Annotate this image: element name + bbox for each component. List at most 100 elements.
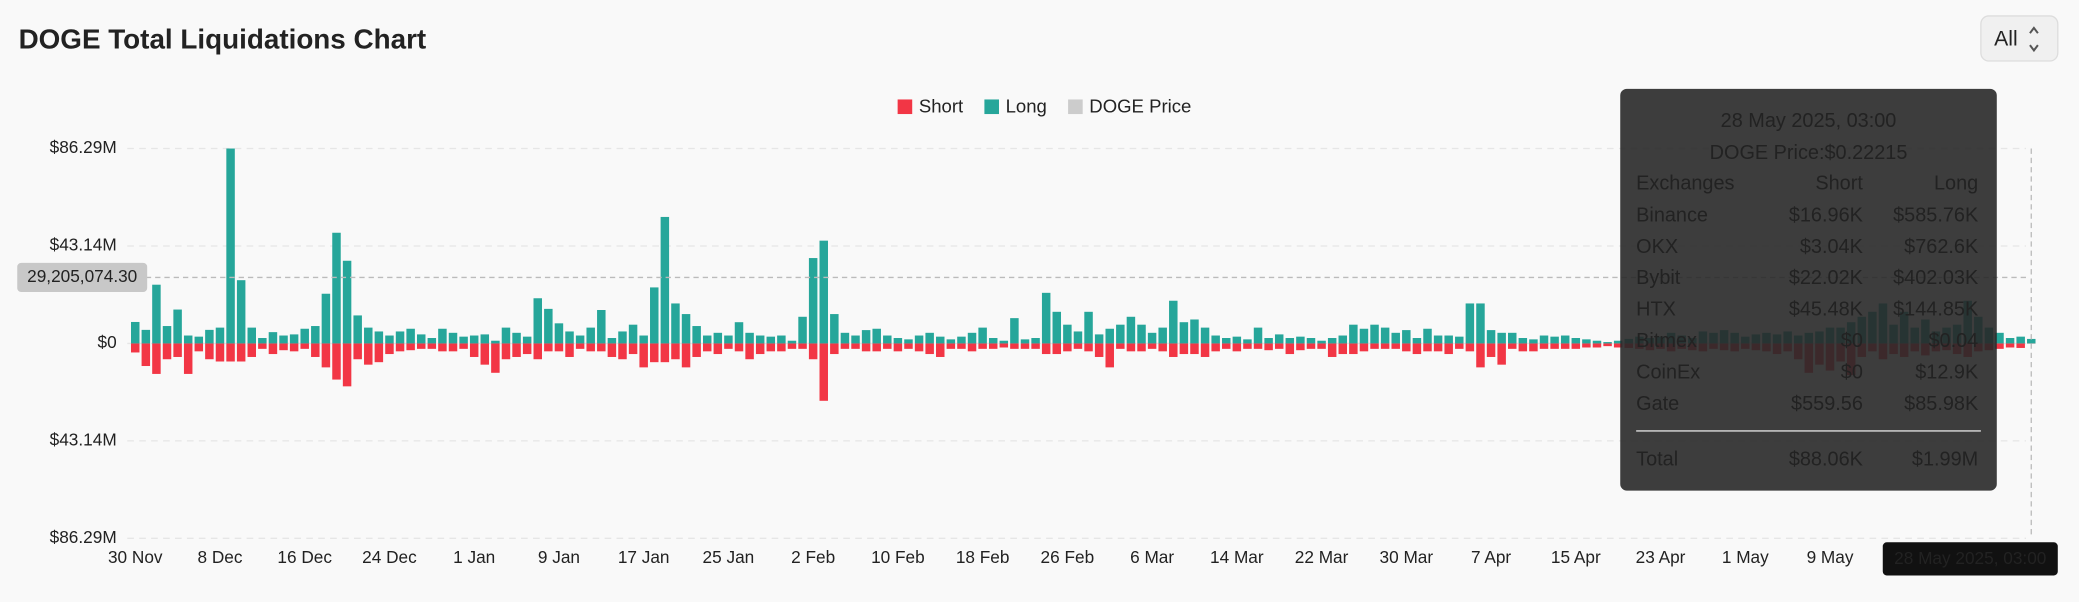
y-tick-label: $86.29M bbox=[50, 527, 117, 547]
tooltip: 28 May 2025, 03:00 DOGE Price:$0.22215 Exc… bbox=[1620, 88, 1997, 491]
bar bbox=[819, 240, 828, 344]
bar bbox=[872, 328, 881, 344]
bar bbox=[1317, 343, 1326, 349]
bar bbox=[522, 343, 532, 355]
bar bbox=[1423, 328, 1432, 344]
bar bbox=[1296, 336, 1305, 344]
x-tick-label: 8 Dec bbox=[197, 547, 242, 567]
bar bbox=[819, 343, 828, 401]
bar bbox=[1412, 338, 1422, 344]
bar bbox=[152, 343, 161, 374]
bar bbox=[1052, 311, 1062, 344]
bar bbox=[798, 343, 807, 349]
bar bbox=[215, 343, 225, 362]
tooltip-cell: HTX bbox=[1636, 299, 1676, 321]
bar bbox=[1073, 331, 1083, 344]
bar bbox=[130, 343, 140, 353]
bar bbox=[1296, 343, 1305, 351]
bar bbox=[321, 343, 331, 368]
bar bbox=[1253, 327, 1263, 344]
bar bbox=[215, 327, 225, 344]
x-tick-label: 7 Apr bbox=[1471, 547, 1511, 567]
bar bbox=[395, 343, 405, 352]
tooltip-header: Exchanges bbox=[1636, 173, 1734, 195]
bar bbox=[1169, 300, 1178, 344]
bar bbox=[554, 343, 564, 352]
tooltip-cell: $85.98K bbox=[1904, 393, 1979, 415]
bar bbox=[1603, 343, 1612, 347]
bar bbox=[978, 327, 987, 344]
bar bbox=[628, 343, 638, 355]
bar bbox=[618, 331, 627, 344]
bar bbox=[533, 343, 542, 360]
bar bbox=[808, 343, 818, 360]
bar bbox=[1158, 343, 1167, 352]
legend-label[interactable]: DOGE Price bbox=[1089, 95, 1191, 116]
bar bbox=[597, 309, 606, 344]
bar bbox=[1338, 343, 1348, 355]
bar bbox=[364, 343, 373, 365]
bar bbox=[1486, 343, 1496, 357]
bar bbox=[374, 331, 384, 344]
bar bbox=[692, 326, 701, 344]
bar bbox=[1105, 328, 1114, 344]
tooltip-cell: Binance bbox=[1636, 204, 1708, 226]
bar bbox=[1508, 332, 1517, 344]
bar bbox=[830, 314, 839, 344]
bar bbox=[787, 340, 797, 344]
legend-swatch bbox=[897, 99, 913, 115]
bar bbox=[1222, 338, 1231, 344]
bar bbox=[173, 309, 182, 344]
bar bbox=[300, 343, 309, 349]
bar bbox=[925, 332, 934, 344]
bar bbox=[183, 335, 193, 344]
x-tick-label: 16 Dec bbox=[277, 547, 332, 567]
bar bbox=[480, 334, 490, 344]
bar bbox=[162, 326, 172, 344]
bar bbox=[1306, 338, 1316, 344]
bar bbox=[1603, 342, 1612, 344]
tooltip-title: 28 May 2025, 03:00 bbox=[1721, 110, 1897, 132]
bar bbox=[745, 332, 754, 344]
bar bbox=[1359, 343, 1369, 352]
bar bbox=[1052, 343, 1062, 355]
bar bbox=[1592, 343, 1602, 348]
bar bbox=[787, 343, 797, 349]
bar bbox=[194, 343, 204, 352]
bar bbox=[1349, 343, 1358, 355]
x-tick-label: 6 Mar bbox=[1130, 547, 1174, 567]
bar bbox=[162, 343, 172, 360]
bar bbox=[544, 308, 553, 344]
legend-swatch bbox=[984, 99, 999, 115]
bar bbox=[1211, 343, 1220, 352]
range-select[interactable]: All bbox=[1980, 15, 2059, 62]
bar bbox=[427, 338, 437, 344]
bar bbox=[141, 329, 151, 344]
bar bbox=[1179, 322, 1189, 344]
bar bbox=[766, 336, 776, 344]
bar bbox=[946, 339, 956, 344]
select-value[interactable]: All bbox=[1994, 27, 2018, 50]
bar bbox=[1200, 343, 1210, 357]
legend-label[interactable]: Long bbox=[1006, 95, 1047, 116]
bar bbox=[332, 232, 341, 344]
crosshair-y-box bbox=[17, 262, 148, 293]
bar bbox=[1359, 328, 1369, 344]
tooltip-cell: $45.48K bbox=[1789, 299, 1864, 321]
bar bbox=[448, 332, 458, 344]
bar bbox=[639, 335, 648, 344]
select-box[interactable] bbox=[1980, 15, 2059, 62]
bar bbox=[1105, 343, 1114, 368]
bar bbox=[311, 343, 320, 357]
tooltip-header: Short bbox=[1815, 173, 1863, 195]
bar bbox=[385, 335, 394, 344]
tooltip-cell: $16.96K bbox=[1789, 204, 1864, 226]
bar bbox=[226, 148, 235, 344]
bar bbox=[1020, 343, 1030, 349]
legend-label[interactable]: Short bbox=[919, 95, 964, 116]
bar bbox=[1126, 316, 1136, 344]
bar bbox=[1317, 340, 1326, 344]
bar bbox=[342, 260, 352, 344]
bar bbox=[851, 343, 860, 349]
bar bbox=[469, 343, 479, 357]
